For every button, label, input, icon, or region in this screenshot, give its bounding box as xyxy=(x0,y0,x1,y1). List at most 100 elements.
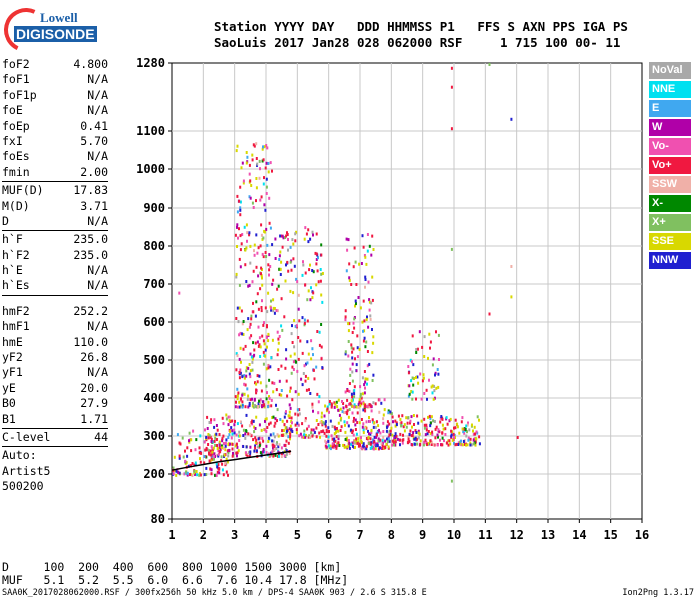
echo-point xyxy=(304,435,307,439)
echo-point xyxy=(433,389,436,393)
echo-point xyxy=(235,442,238,446)
auto-scaler-version: 500200 xyxy=(2,479,44,494)
echo-point xyxy=(346,409,349,413)
echo-point xyxy=(250,314,253,318)
echo-point xyxy=(245,161,248,165)
echo-point xyxy=(460,443,463,447)
echo-point xyxy=(516,436,519,439)
echo-point xyxy=(226,460,229,464)
echo-point xyxy=(435,386,438,390)
echo-point xyxy=(471,423,473,427)
echo-point xyxy=(249,369,252,373)
echo-point xyxy=(363,319,366,323)
echo-point xyxy=(220,444,223,448)
echo-point xyxy=(256,251,259,255)
echo-point xyxy=(345,269,348,273)
echo-point xyxy=(357,405,360,409)
echo-point xyxy=(428,414,431,418)
echo-point xyxy=(416,437,418,441)
echo-point xyxy=(310,357,313,361)
echo-point xyxy=(268,395,270,399)
echo-point xyxy=(260,274,263,278)
echo-point xyxy=(385,442,388,446)
echo-point xyxy=(330,434,333,438)
echo-point xyxy=(294,232,297,236)
echo-point xyxy=(264,354,267,358)
param-row: hmE 110.0 xyxy=(2,335,108,350)
echo-point xyxy=(283,454,286,458)
echo-point xyxy=(359,399,362,403)
echo-point xyxy=(297,392,300,396)
echo-point xyxy=(364,278,367,281)
echo-point xyxy=(306,427,309,431)
echo-point xyxy=(405,425,408,429)
echo-point xyxy=(261,334,264,338)
param-name: hmF2 xyxy=(2,303,30,318)
echo-point xyxy=(368,298,371,302)
echo-point xyxy=(222,442,225,445)
echo-point xyxy=(406,421,409,425)
echo-point xyxy=(433,384,435,388)
echo-point xyxy=(402,433,404,437)
echo-point xyxy=(245,453,248,457)
echo-point xyxy=(352,433,355,437)
param-name: hmF1 xyxy=(2,319,30,334)
echo-point xyxy=(437,428,440,432)
echo-point xyxy=(472,442,475,446)
echo-point xyxy=(423,335,426,339)
echo-point xyxy=(279,250,282,254)
echo-point xyxy=(469,443,472,447)
echo-point xyxy=(280,389,283,392)
echo-point xyxy=(304,226,307,230)
echo-point xyxy=(272,445,275,449)
echo-point xyxy=(194,448,197,452)
echo-point xyxy=(441,431,444,435)
param-row: MUF(D) 17.83 xyxy=(2,183,108,198)
echo-point xyxy=(436,433,439,437)
echo-point xyxy=(351,395,354,399)
echo-point xyxy=(220,459,223,463)
echo-point xyxy=(207,436,210,440)
echo-point xyxy=(225,470,228,474)
echo-point xyxy=(287,441,290,445)
echo-point xyxy=(374,402,377,406)
echo-point xyxy=(335,435,338,439)
echo-point xyxy=(209,449,212,453)
echo-point xyxy=(433,420,436,423)
echo-point xyxy=(431,391,434,395)
echo-point xyxy=(263,321,265,325)
echo-point xyxy=(272,454,275,458)
echo-point xyxy=(362,428,365,432)
echo-point xyxy=(467,421,469,425)
echo-point xyxy=(320,345,323,349)
echo-point xyxy=(342,406,345,410)
echo-point xyxy=(239,248,242,252)
echo-point xyxy=(285,348,288,352)
echo-point xyxy=(360,402,363,406)
echo-point xyxy=(357,296,360,299)
param-row: M(D) 3.71 xyxy=(2,199,108,214)
echo-point xyxy=(261,283,264,287)
echo-point xyxy=(413,442,416,446)
echo-point xyxy=(265,417,268,421)
echo-point xyxy=(330,403,333,407)
echo-point xyxy=(294,412,297,416)
echo-point xyxy=(366,249,369,253)
echo-point xyxy=(424,438,427,442)
echo-point xyxy=(356,421,359,424)
echo-point xyxy=(389,433,392,436)
echo-point xyxy=(241,375,244,379)
echo-point xyxy=(241,322,244,326)
echo-point xyxy=(384,446,387,450)
echo-point xyxy=(325,434,328,438)
echo-point xyxy=(227,436,230,439)
echo-point xyxy=(258,176,261,180)
echo-point xyxy=(270,306,272,310)
echo-point xyxy=(241,400,244,404)
echo-point xyxy=(251,397,253,401)
x-tick-label: 8 xyxy=(388,528,395,542)
echo-point xyxy=(203,473,206,477)
param-value: 44 xyxy=(94,429,108,444)
echo-point xyxy=(429,424,432,428)
echo-point xyxy=(216,444,218,447)
